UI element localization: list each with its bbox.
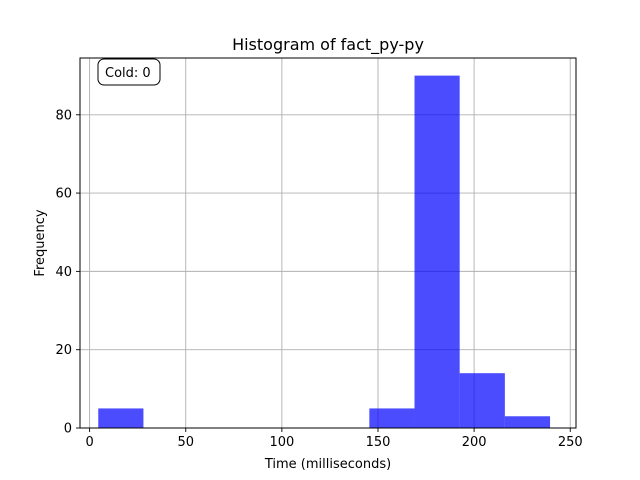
y-tick-label: 60 bbox=[55, 187, 72, 202]
x-tick-label: 100 bbox=[269, 435, 294, 450]
y-tick-label: 80 bbox=[55, 108, 72, 123]
x-axis-label: Time (milliseconds) bbox=[264, 457, 391, 472]
x-tick-label: 250 bbox=[558, 435, 583, 450]
histogram-bar bbox=[414, 75, 460, 428]
x-tick-label: 0 bbox=[85, 435, 93, 450]
histogram-bars bbox=[98, 75, 551, 428]
y-axis-label: Frequency bbox=[33, 209, 48, 276]
histogram-bar bbox=[504, 416, 551, 428]
x-tick-label: 150 bbox=[366, 435, 391, 450]
x-tick-label: 50 bbox=[177, 435, 194, 450]
cold-annotation: Cold: 0 bbox=[97, 58, 161, 86]
axis-ticks: 0 50 100 150 200 250 0 20 40 60 80 bbox=[55, 108, 582, 450]
annotation-text: Cold: 0 bbox=[105, 66, 151, 81]
annotation-box bbox=[97, 58, 161, 86]
chart-title: Histogram of fact_py-py bbox=[232, 35, 424, 55]
y-tick-label: 40 bbox=[55, 265, 72, 280]
x-tick-label: 200 bbox=[462, 435, 487, 450]
plot-area-frame bbox=[79, 57, 577, 429]
histogram-bar bbox=[98, 408, 144, 428]
histogram-bar bbox=[459, 373, 505, 428]
y-tick-label: 20 bbox=[55, 343, 72, 358]
histogram-bar bbox=[369, 408, 415, 428]
y-tick-label: 0 bbox=[64, 422, 72, 437]
